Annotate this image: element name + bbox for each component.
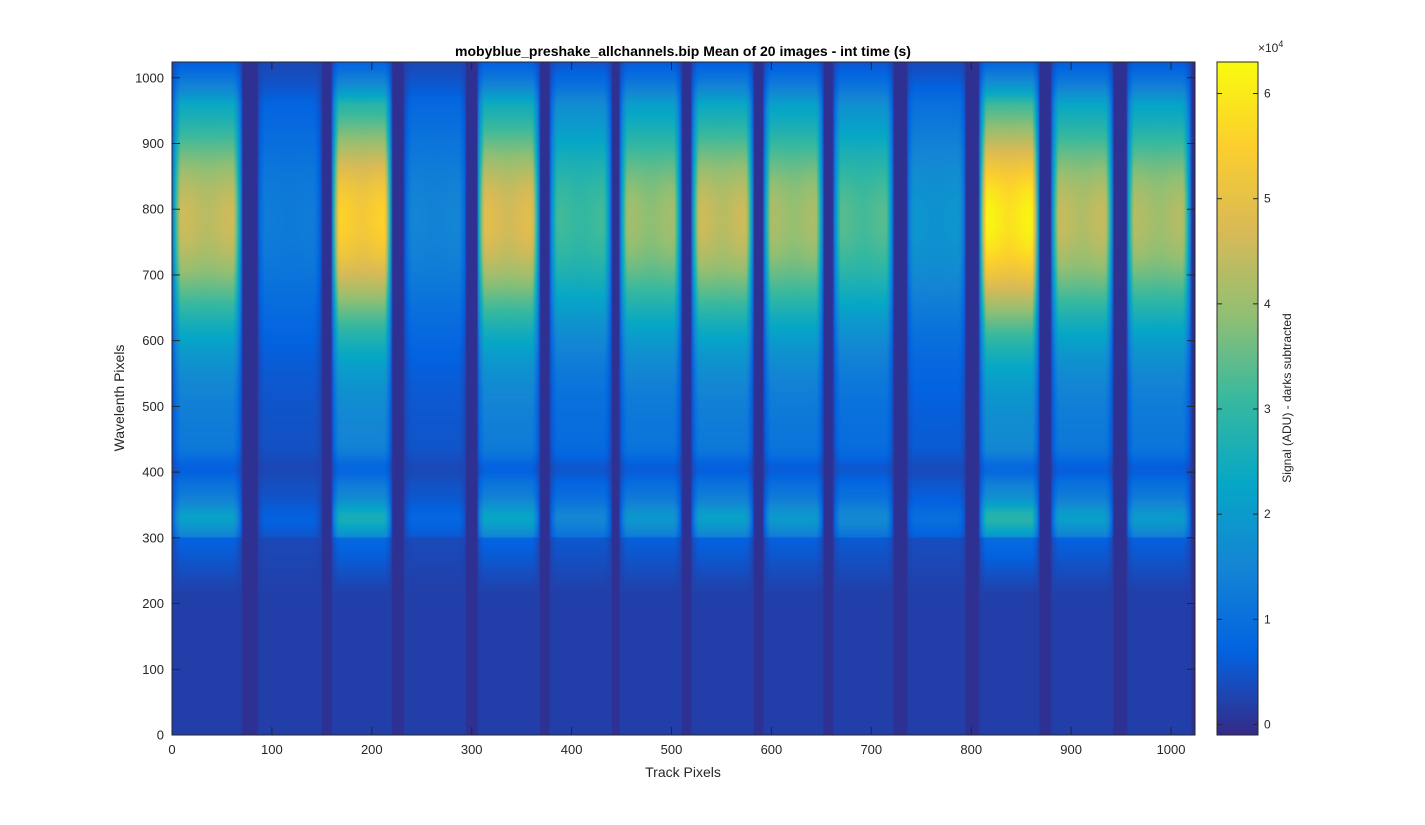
y-tick-label: 600 bbox=[142, 333, 164, 348]
y-tick-label: 800 bbox=[142, 202, 164, 217]
y-tick-label: 200 bbox=[142, 596, 164, 611]
x-tick-label: 1000 bbox=[1157, 742, 1186, 757]
y-tick-label: 500 bbox=[142, 399, 164, 414]
x-tick-label: 700 bbox=[860, 742, 882, 757]
x-tick-label: 600 bbox=[761, 742, 783, 757]
x-tick-label: 100 bbox=[261, 742, 283, 757]
colorbar-label: Signal (ADU) - darks subtracted bbox=[1280, 313, 1294, 482]
x-tick-label: 400 bbox=[561, 742, 583, 757]
colorbar-tick-label: 1 bbox=[1264, 612, 1271, 626]
y-tick-label: 300 bbox=[142, 530, 164, 545]
chart-title: mobyblue_preshake_allchannels.bip Mean o… bbox=[455, 43, 911, 59]
colorbar-frame bbox=[1216, 61, 1259, 736]
colorbar-tick-label: 6 bbox=[1264, 87, 1271, 101]
y-tick-label: 100 bbox=[142, 662, 164, 677]
y-tick-label: 0 bbox=[157, 728, 164, 743]
x-axis-label: Track Pixels bbox=[645, 764, 721, 780]
x-tick-label: 900 bbox=[1060, 742, 1082, 757]
x-tick-label: 500 bbox=[661, 742, 683, 757]
colorbar-tick-label: 5 bbox=[1264, 192, 1271, 206]
heatmap-image bbox=[172, 62, 1195, 735]
y-axis-label: Wavelenth Pixels bbox=[111, 345, 127, 452]
plot-frame bbox=[171, 61, 1196, 736]
x-tick-label: 800 bbox=[960, 742, 982, 757]
x-tick-label: 200 bbox=[361, 742, 383, 757]
y-tick-label: 900 bbox=[142, 136, 164, 151]
x-tick-label: 0 bbox=[168, 742, 175, 757]
colorbar-tick-label: 4 bbox=[1264, 297, 1271, 311]
y-tick-label: 700 bbox=[142, 267, 164, 282]
colorbar-ticks: 0 1 2 3 4 5 6 bbox=[1217, 87, 1271, 731]
y-axis: 0 100 200 300 400 500 600 700 800 900 1000 bbox=[135, 70, 1195, 743]
y-tick-label: 1000 bbox=[135, 70, 164, 85]
colorbar-tick-label: 2 bbox=[1264, 507, 1271, 521]
colorbar bbox=[1217, 62, 1258, 735]
x-axis: 0 100 200 300 400 500 600 700 800 900 1000 bbox=[168, 62, 1185, 757]
colorbar-tick-label: 3 bbox=[1264, 402, 1271, 416]
y-tick-label: 400 bbox=[142, 465, 164, 480]
colorbar-tick-label: 0 bbox=[1264, 717, 1271, 731]
x-tick-label: 300 bbox=[461, 742, 483, 757]
colorbar-exponent: ×104 bbox=[1258, 39, 1283, 55]
